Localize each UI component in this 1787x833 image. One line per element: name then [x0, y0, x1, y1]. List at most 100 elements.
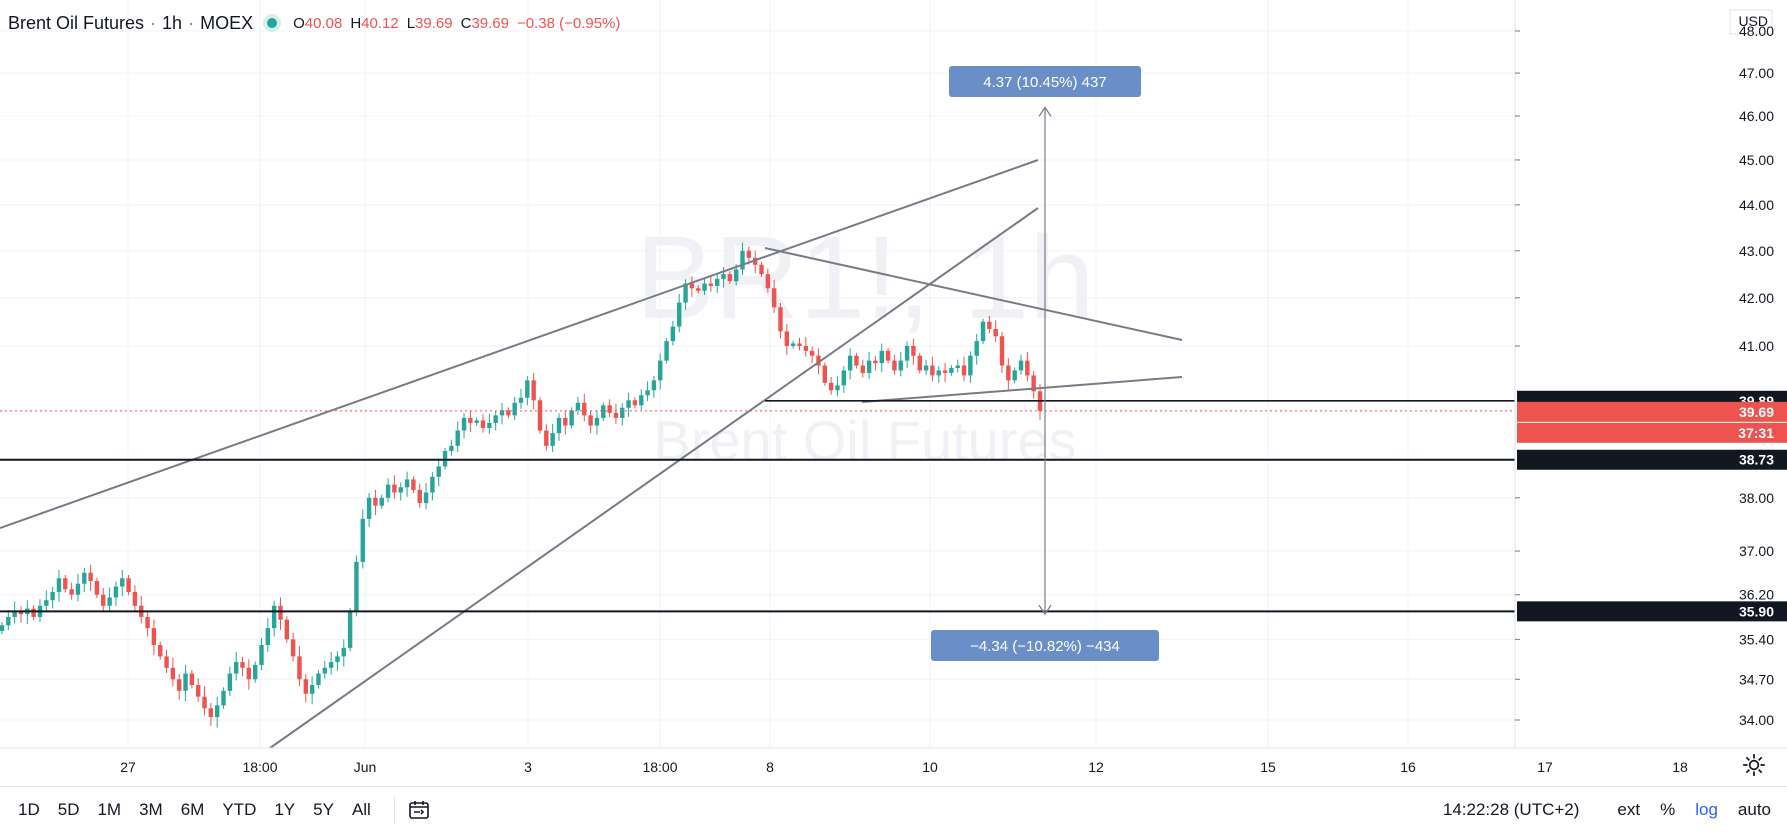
price-tick-label: 47.00: [1739, 65, 1774, 81]
candle: [0, 621, 5, 635]
date-range-group: 1D 5D 1M 3M 6M YTD 1Y 5Y All: [0, 800, 380, 820]
candle: [1025, 351, 1030, 382]
price-tick-label: 44.00: [1739, 197, 1774, 213]
range-button-ytd[interactable]: YTD: [222, 800, 257, 819]
candle: [550, 423, 555, 453]
time-tick-label: 15: [1260, 759, 1276, 775]
range-button-1m[interactable]: 1M: [97, 800, 122, 819]
ohlc-close: C39.69: [460, 14, 509, 32]
measure-up-label: 4.37 (10.45%) 437: [949, 66, 1141, 97]
candle: [658, 353, 663, 390]
candle: [354, 555, 359, 617]
currency-label: USD: [1738, 13, 1768, 29]
goto-date-calendar-icon[interactable]: [407, 798, 431, 822]
candle: [677, 293, 682, 333]
log-toggle[interactable]: log: [1695, 800, 1718, 819]
candle: [790, 340, 796, 349]
candle: [968, 351, 973, 383]
candle: [442, 447, 448, 470]
candle: [904, 341, 910, 368]
candle: [449, 439, 454, 456]
price-tick-label: 34.70: [1739, 671, 1774, 687]
interval-label[interactable]: 1h: [162, 12, 183, 33]
candle: [620, 403, 625, 426]
candle: [94, 577, 100, 599]
candle: [6, 610, 11, 631]
candle: [360, 509, 365, 569]
candle: [575, 396, 581, 415]
candle: [594, 410, 600, 435]
range-button-5d[interactable]: 5D: [57, 800, 80, 819]
candle: [436, 458, 441, 487]
range-button-1d[interactable]: 1D: [18, 800, 40, 819]
candle: [765, 268, 771, 293]
candle: [278, 597, 283, 630]
candle: [670, 320, 676, 346]
range-button-3m[interactable]: 3M: [139, 800, 163, 819]
candle: [898, 351, 903, 377]
price-tick-label: 41.00: [1739, 338, 1774, 354]
candle: [132, 585, 138, 611]
time-tick-label: 17: [1537, 759, 1553, 775]
candle: [208, 703, 214, 726]
range-button-6m[interactable]: 6M: [180, 800, 205, 819]
candle: [18, 606, 24, 623]
candle: [803, 337, 809, 357]
candle: [930, 356, 935, 382]
measure-arrow-up-head: [1038, 106, 1052, 117]
price-tick-label: 37.00: [1739, 543, 1774, 559]
price-tick-label: 46.00: [1739, 108, 1774, 124]
candle: [322, 660, 327, 679]
candle: [955, 359, 960, 373]
bar-countdown-badge: 37:31: [1517, 422, 1787, 443]
candle: [588, 410, 593, 434]
candle: [613, 403, 619, 424]
timezone-clock[interactable]: 14:22:28 (UTC+2): [1442, 800, 1580, 819]
range-button-1y[interactable]: 1Y: [274, 800, 296, 819]
candle: [1018, 354, 1024, 375]
price-tick-label: 48.00: [1739, 23, 1774, 39]
candle: [455, 421, 460, 453]
candle: [468, 410, 473, 433]
candle: [12, 601, 17, 624]
range-button-5y[interactable]: 5Y: [313, 800, 334, 819]
triangle-upper-line: [764, 247, 1183, 341]
candle: [607, 399, 612, 418]
candle: [164, 649, 169, 673]
candle: [544, 424, 549, 451]
time-tick-label: 16: [1400, 759, 1416, 775]
currency-button[interactable]: [1729, 9, 1773, 35]
level-price-badge: 38.73: [1517, 449, 1787, 470]
candle: [759, 261, 764, 277]
candle: [582, 393, 587, 422]
candle: [563, 410, 568, 435]
candle: [107, 587, 112, 613]
candle: [727, 271, 733, 285]
candle: [980, 318, 986, 344]
candle: [651, 375, 657, 398]
candle: [398, 482, 403, 501]
settings-gear-icon[interactable]: [1741, 752, 1767, 778]
svg-text:35.90: 35.90: [1739, 603, 1774, 619]
candle: [809, 346, 815, 364]
auto-toggle[interactable]: auto: [1737, 800, 1771, 819]
candle: [366, 493, 372, 527]
candle: [949, 365, 954, 376]
candle: [101, 588, 106, 611]
time-tick-label: 18:00: [642, 759, 677, 775]
candle: [645, 381, 650, 402]
symbol-title[interactable]: Brent Oil Futures: [8, 12, 145, 33]
candle: [341, 639, 346, 667]
candle: [379, 494, 384, 509]
percent-toggle[interactable]: %: [1660, 800, 1676, 819]
candle: [708, 275, 714, 292]
candle: [499, 402, 505, 425]
candle: [303, 674, 309, 703]
ext-toggle[interactable]: ext: [1617, 800, 1641, 819]
candle: [885, 347, 891, 364]
measure-arrow-down-head: [1038, 604, 1052, 616]
ohlc-change: −0.38 (−0.95%): [516, 14, 621, 32]
range-button-all[interactable]: All: [351, 800, 371, 819]
candle: [936, 366, 941, 383]
